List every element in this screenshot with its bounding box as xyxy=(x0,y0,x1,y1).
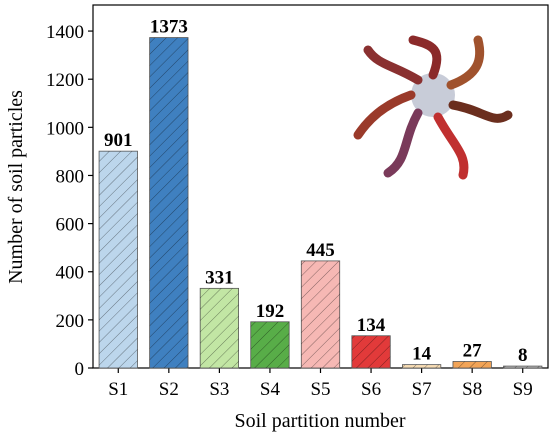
bar-hatch xyxy=(503,366,542,368)
value-label: 134 xyxy=(357,315,386,336)
value-label: 445 xyxy=(306,240,335,261)
y-tick-label: 1200 xyxy=(46,70,84,91)
y-tick-label: 800 xyxy=(56,166,85,187)
x-tick-label: S9 xyxy=(513,379,533,400)
x-tick-label: S4 xyxy=(260,379,281,400)
x-tick-label: S1 xyxy=(108,379,128,400)
bar-hatch xyxy=(351,335,391,368)
x-tick-label: S3 xyxy=(209,379,229,400)
x-tick-label: S5 xyxy=(310,379,330,400)
y-tick-label: 400 xyxy=(56,263,85,284)
bar-hatch xyxy=(402,364,441,368)
x-tick-label: S2 xyxy=(159,379,179,400)
x-axis-title: Soil partition number xyxy=(234,410,405,432)
bar-hatch xyxy=(301,260,340,368)
bar-hatch xyxy=(452,361,492,368)
value-label: 14 xyxy=(412,344,432,365)
value-label: 27 xyxy=(463,341,483,362)
y-tick-label: 600 xyxy=(56,215,85,236)
bar-hatch xyxy=(99,151,138,368)
inset-image xyxy=(353,35,513,180)
bar-hatch xyxy=(200,288,239,368)
value-label: 192 xyxy=(256,301,285,322)
x-tick-label: S8 xyxy=(462,379,482,400)
y-tick-label: 1000 xyxy=(46,118,84,139)
value-label: 8 xyxy=(518,345,528,366)
value-label: 331 xyxy=(205,267,234,288)
bar-hatch xyxy=(250,321,290,368)
y-tick-label: 0 xyxy=(75,359,85,380)
value-label: 1373 xyxy=(150,17,188,38)
x-tick-label: S6 xyxy=(361,379,381,400)
x-tick-label: S7 xyxy=(412,379,432,400)
value-label: 901 xyxy=(104,130,133,151)
y-axis-title: Number of soil particles xyxy=(5,90,27,284)
bar-hatch xyxy=(149,37,189,368)
y-tick-label: 1400 xyxy=(46,22,84,43)
y-tick-label: 200 xyxy=(56,311,85,332)
